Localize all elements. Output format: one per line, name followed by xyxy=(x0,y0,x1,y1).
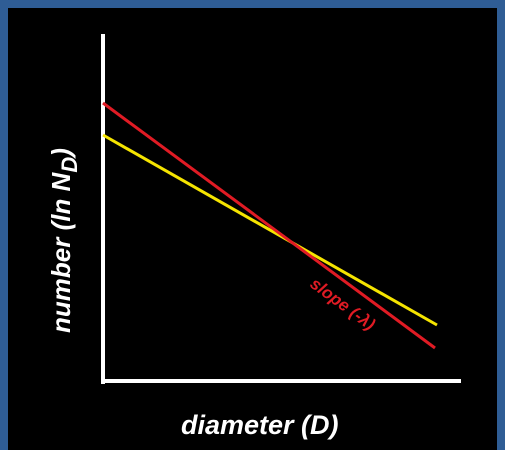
yellow-line xyxy=(102,133,438,327)
red-line xyxy=(102,101,436,350)
y-axis-label-close: ) xyxy=(46,148,76,160)
x-axis-label: diameter (D) xyxy=(181,410,339,440)
diagram-panel xyxy=(8,8,497,450)
slope-label: slope (-λ) xyxy=(307,274,379,334)
y-axis-label-main: number (ln N xyxy=(46,171,76,333)
y-axis-label: number (ln ND) xyxy=(46,148,82,333)
y-axis-label-subscript: D xyxy=(57,157,82,173)
